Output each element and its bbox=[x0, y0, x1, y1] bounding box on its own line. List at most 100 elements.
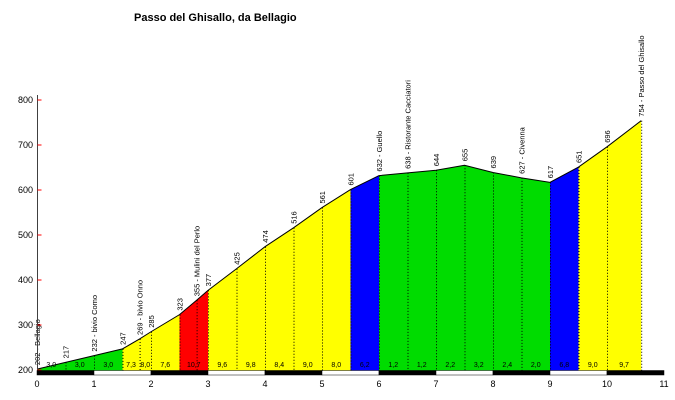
segment-fill bbox=[464, 165, 493, 371]
km-bar-segment bbox=[378, 370, 437, 376]
point-label: 627 - Civenna bbox=[518, 126, 527, 174]
point-label: 561 bbox=[318, 191, 327, 204]
grade-value: 2,4 bbox=[502, 362, 512, 369]
grade-value: 9,7 bbox=[619, 362, 629, 369]
grade-value: 8,0 bbox=[331, 362, 341, 369]
segment-fill bbox=[550, 167, 579, 371]
x-tick-label: 7 bbox=[433, 379, 438, 389]
km-bar-segment bbox=[435, 370, 494, 376]
point-label: 425 bbox=[233, 252, 242, 265]
grade-value: 6,2 bbox=[360, 362, 370, 369]
grade-value: 7,3 bbox=[126, 362, 136, 369]
segment-fill bbox=[578, 146, 607, 371]
y-tick-label: 800 bbox=[18, 95, 33, 105]
km-bar-segment bbox=[207, 370, 266, 376]
grade-value: 3,2 bbox=[474, 362, 484, 369]
point-label: 516 bbox=[290, 211, 299, 224]
point-label: 217 bbox=[62, 346, 71, 359]
grade-value: 8,4 bbox=[274, 362, 284, 369]
km-bar-segment bbox=[549, 370, 608, 376]
x-axis: 0 1 2 3 4 5 6 7 8 9 10 11 bbox=[34, 370, 669, 389]
grade-value: 2,2 bbox=[445, 362, 455, 369]
segment-fill bbox=[322, 189, 351, 371]
segment-fill bbox=[407, 170, 436, 371]
point-label: 377 bbox=[204, 274, 213, 287]
y-tick-label: 600 bbox=[18, 185, 33, 195]
x-tick-label: 11 bbox=[659, 379, 668, 389]
x-tick-label: 4 bbox=[262, 379, 267, 389]
km-bar-segment bbox=[264, 370, 323, 376]
grade-value: 6,8 bbox=[559, 362, 569, 369]
x-tick-label: 3 bbox=[205, 379, 210, 389]
x-tick-label: 2 bbox=[148, 379, 153, 389]
segment-fill bbox=[208, 268, 237, 371]
segment-fill bbox=[436, 165, 465, 371]
point-label: 639 bbox=[489, 156, 498, 169]
point-separators bbox=[65, 120, 643, 371]
segment-fill bbox=[265, 227, 294, 371]
segment-fill bbox=[179, 290, 208, 371]
point-label: 232 - bivio Como bbox=[90, 295, 99, 352]
grade-value: 3,0 bbox=[103, 362, 113, 369]
segment-fill bbox=[65, 355, 94, 371]
grade-value: 10,7 bbox=[187, 362, 201, 369]
y-tick-label: 400 bbox=[18, 275, 33, 285]
grade-value: 9,6 bbox=[217, 362, 227, 369]
grade-value: 9,8 bbox=[246, 362, 256, 369]
y-tick-label: 500 bbox=[18, 230, 33, 240]
segment-fill bbox=[607, 120, 642, 371]
segment-fill bbox=[521, 177, 550, 371]
grade-value: 1,2 bbox=[388, 362, 398, 369]
grade-value: 3,0 bbox=[75, 362, 85, 369]
grade-value: 8,0 bbox=[140, 362, 150, 369]
point-label: 655 bbox=[461, 149, 470, 162]
grade-value: 3,0 bbox=[46, 362, 56, 369]
x-tick-label: 6 bbox=[376, 379, 381, 389]
grade-value: 2,0 bbox=[531, 362, 541, 369]
x-tick-label: 9 bbox=[547, 379, 552, 389]
grade-value: 1,2 bbox=[417, 362, 427, 369]
point-label: 651 bbox=[575, 151, 584, 164]
gradient-segments bbox=[37, 120, 642, 371]
point-label: 323 bbox=[176, 298, 185, 311]
point-label: 269 - bivio Onno bbox=[136, 280, 145, 335]
x-tick-label: 0 bbox=[34, 379, 39, 389]
segment-fill bbox=[151, 314, 180, 371]
point-label: 601 bbox=[347, 173, 356, 186]
grade-labels: 3,0 3,0 3,0 7,3 8,0 7,6 10,7 9,6 9,8 8,4 9,0 8,0 6,2… bbox=[46, 362, 629, 369]
y-tick-label: 300 bbox=[18, 320, 33, 330]
chart-title: Passo del Ghisallo, da Bellagio bbox=[134, 12, 297, 24]
point-label: 644 bbox=[432, 154, 441, 167]
point-label: 355 - Mulini del Perlo bbox=[193, 226, 202, 296]
y-tick-label: 200 bbox=[18, 365, 33, 375]
point-label: 474 bbox=[261, 230, 270, 243]
segment-fill bbox=[236, 246, 265, 371]
segment-fill bbox=[379, 172, 408, 371]
y-tick-label: 700 bbox=[18, 140, 33, 150]
km-bar-segment bbox=[93, 370, 152, 376]
x-tick-label: 1 bbox=[91, 379, 96, 389]
km-bar-segment bbox=[606, 370, 665, 376]
segment-fill bbox=[493, 172, 522, 371]
x-tick-label: 5 bbox=[319, 379, 324, 389]
km-bar-segment bbox=[492, 370, 551, 376]
km-bar-segment bbox=[150, 370, 209, 376]
segment-fill bbox=[350, 175, 379, 371]
x-tick-label: 10 bbox=[602, 379, 612, 389]
point-label: 285 bbox=[147, 315, 156, 328]
point-label: 638 - Ristorante Cacciatori bbox=[404, 80, 413, 169]
point-label: 696 bbox=[603, 130, 612, 143]
km-bar-segment bbox=[36, 370, 95, 376]
segment-fill bbox=[293, 207, 322, 371]
point-label: 632 - Guello bbox=[375, 131, 384, 172]
profile-line bbox=[36, 120, 642, 370]
grade-value: 7,6 bbox=[160, 362, 170, 369]
point-label: 247 bbox=[119, 332, 128, 345]
grade-value: 9,0 bbox=[588, 362, 598, 369]
segment-fill bbox=[139, 331, 151, 371]
point-label: 754 - Passo del Ghisallo bbox=[637, 35, 646, 116]
km-bar-segment bbox=[321, 370, 380, 376]
y-axis: 200 300 400 500 600 700 800 bbox=[18, 95, 42, 375]
x-tick-label: 8 bbox=[490, 379, 495, 389]
